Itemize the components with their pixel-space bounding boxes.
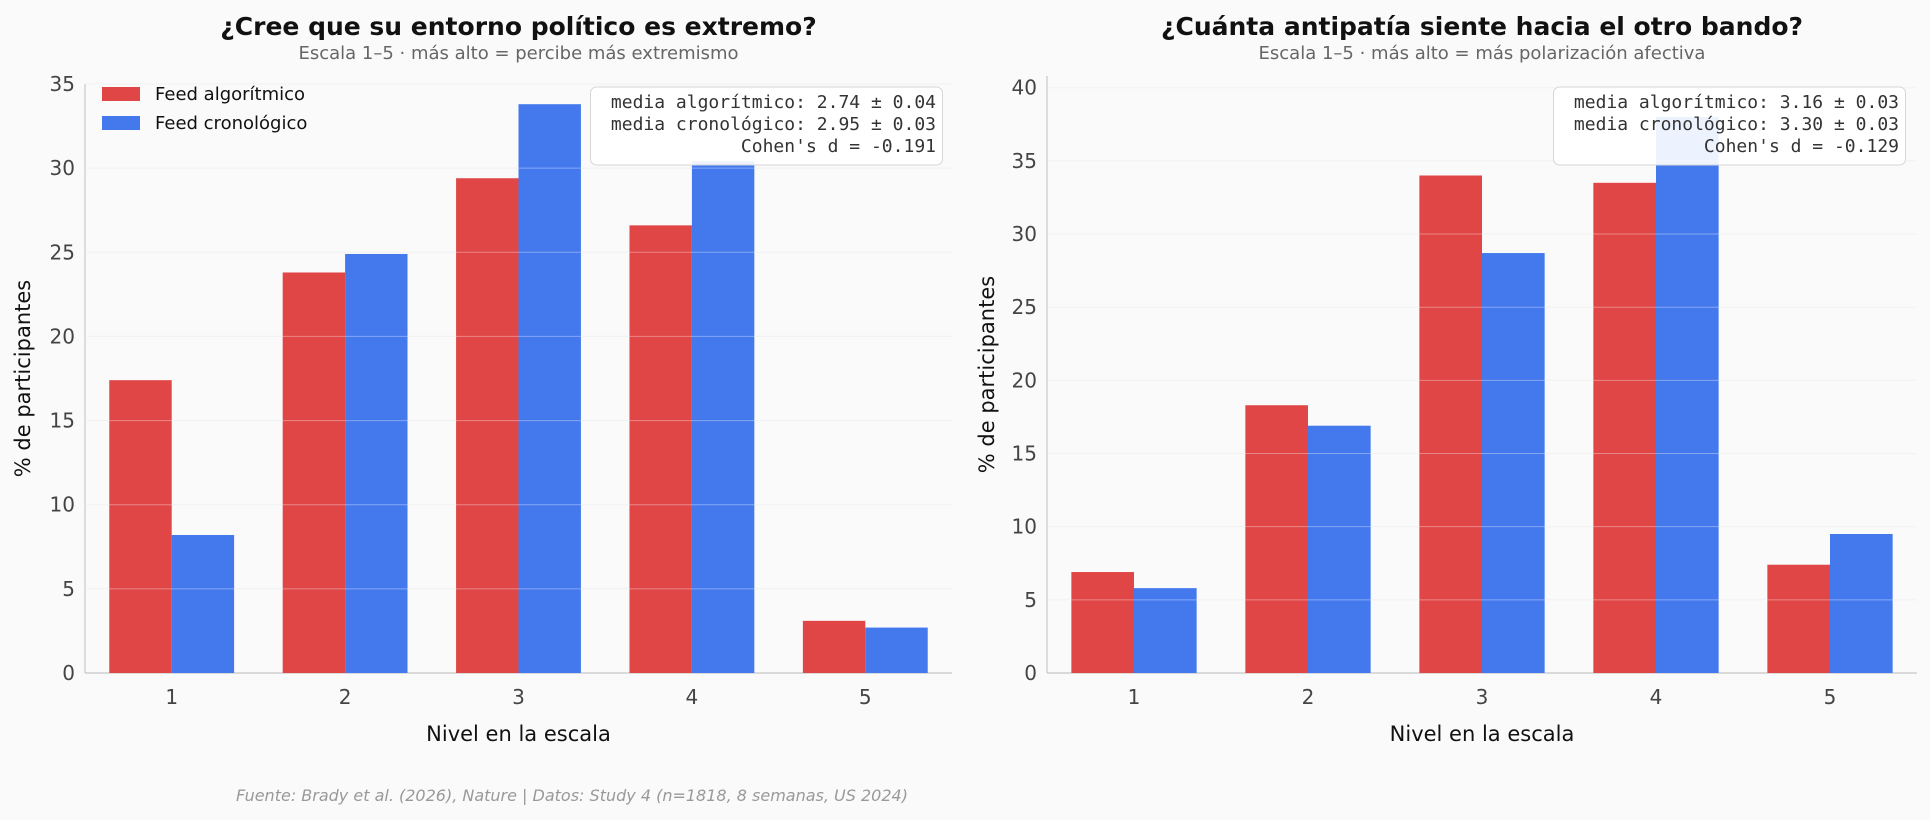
y-tick-label: 20 [1012,368,1037,392]
y-tick-label: 15 [1012,442,1037,466]
stats-line: Cohen's d = -0.129 [1704,136,1899,157]
y-tick-label: 20 [50,324,75,348]
bar-algoritmico [629,225,692,674]
bar-cronologico [171,535,235,673]
y-tick-label: 30 [50,156,75,180]
x-tick-label: 4 [686,685,699,709]
x-tick-label: 2 [339,685,352,709]
x-tick-label: 1 [165,685,178,709]
bar-algoritmico [1071,572,1134,673]
y-tick-label: 15 [50,409,75,433]
y-tick-label: 40 [1012,76,1037,100]
bar-cronologico [1482,253,1545,674]
y-tick-label: 0 [1024,661,1037,685]
chart-subtitle: Escala 1–5 · más alto = más polarización… [1259,43,1706,64]
y-axis-label: % de participantes [975,276,999,473]
bar-algoritmico [109,380,172,673]
x-tick-label: 4 [1650,685,1663,709]
x-tick-label: 1 [1128,685,1141,709]
legend-label: Feed cronológico [155,113,307,134]
chart-title: ¿Cuánta antipatía siente hacia el otro b… [1161,12,1803,41]
bar-cronologico [1656,116,1719,674]
bar-algoritmico [1245,405,1308,673]
bar-cronologico [1134,588,1197,673]
x-axis-label: Nivel en la escala [1390,722,1575,746]
y-tick-label: 0 [62,661,75,685]
y-tick-label: 10 [1012,515,1037,539]
x-tick-label: 3 [512,685,525,709]
y-tick-label: 25 [50,240,75,264]
y-tick-label: 30 [1012,222,1037,246]
y-tick-label: 35 [1012,149,1037,173]
source-caption: Fuente: Brady et al. (2026), Nature | Da… [236,786,908,805]
y-tick-label: 25 [1012,295,1037,319]
chart-subtitle: Escala 1–5 · más alto = percibe más extr… [298,43,738,64]
bar-cronologico [691,161,755,673]
bar-cronologico [518,104,581,674]
y-tick-label: 10 [50,493,75,517]
stats-box [1553,86,1906,166]
y-tick-label: 5 [62,577,75,601]
chart-1: ¿Cree que su entorno político es extremo… [11,12,952,746]
stats-line: media cronológico: 2.95 ± 0.03 [611,114,936,135]
x-tick-label: 5 [859,685,872,709]
y-tick-label: 35 [50,72,75,96]
bar-algoritmico [1593,182,1656,674]
y-axis-label: % de participantes [11,280,35,477]
bar-algoritmico [1767,564,1830,673]
bar-cronologico [865,627,928,673]
chart-2: ¿Cuánta antipatía siente hacia el otro b… [975,12,1917,746]
legend-label: Feed algorítmico [155,84,305,105]
legend-swatch-algoritmico [102,87,140,101]
x-axis-label: Nivel en la escala [426,722,611,746]
bar-algoritmico [282,272,346,673]
bar-cronologico [1830,533,1893,673]
stats-line: Cohen's d = -0.191 [741,136,936,157]
stats-line: media cronológico: 3.30 ± 0.03 [1574,114,1899,135]
stats-box [590,86,943,166]
legend-swatch-cronologico [102,116,140,130]
bar-algoritmico [802,620,866,673]
stats-line: media algorítmico: 3.16 ± 0.03 [1574,92,1899,113]
stats-line: media algorítmico: 2.74 ± 0.04 [611,92,936,113]
x-tick-label: 5 [1824,685,1837,709]
x-tick-label: 2 [1302,685,1315,709]
y-tick-label: 5 [1024,588,1037,612]
bar-cronologico [1308,425,1371,673]
bar-cronologico [345,253,408,673]
x-tick-label: 3 [1476,685,1489,709]
bar-algoritmico [1419,175,1482,673]
chart-title: ¿Cree que su entorno político es extremo… [220,12,816,41]
bar-algoritmico [456,178,519,674]
